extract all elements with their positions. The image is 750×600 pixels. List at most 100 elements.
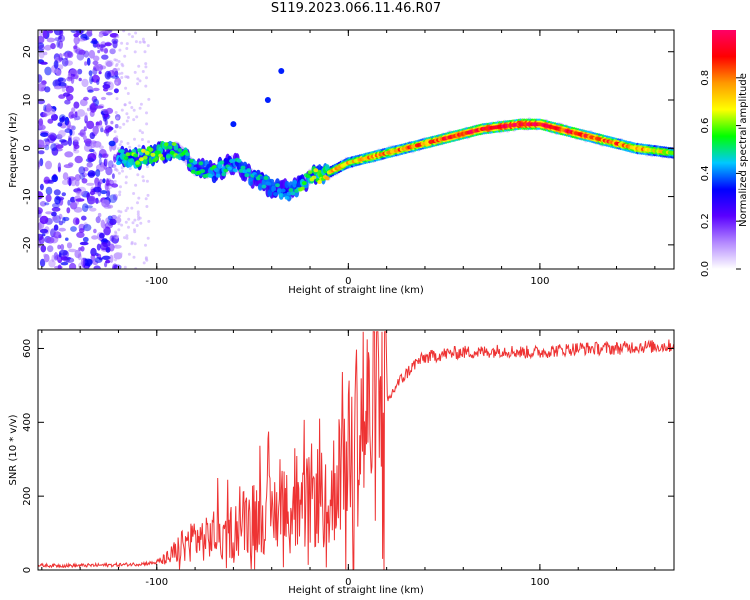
spectrogram-noise-speck [101, 238, 108, 243]
spectrogram-ridge-cell [307, 170, 313, 175]
y-tick-label: 400 [22, 413, 33, 432]
spectrogram-noise-speck [64, 99, 71, 105]
spectrogram-noise-speck [98, 158, 102, 166]
spectrogram-noise-speck [45, 186, 53, 196]
spectrogram-noise-speck [132, 108, 136, 112]
spectrogram-x-axis: -100 0 100 [41, 30, 656, 287]
spectrogram-noise-speck [57, 264, 62, 269]
spectrogram-noise-speck [124, 86, 128, 90]
spectrogram-ridge-cell [135, 160, 141, 165]
spectrogram-noise-speck [51, 147, 59, 156]
spectrogram-noise-speck [104, 70, 112, 80]
spectrogram-noise-speck [144, 243, 147, 247]
spectrogram-noise-speck [43, 51, 48, 56]
spectrogram-noise-speck [128, 145, 132, 149]
spectrogram-noise-speck [78, 228, 85, 233]
spectrogram-noise-speck [47, 134, 56, 144]
spectrogram-noise-speck [136, 82, 140, 86]
spectrogram-noise-speck [147, 219, 151, 223]
spectrogram-noise-speck [86, 107, 91, 112]
spectrogram-noise-speck [113, 244, 122, 249]
spectrogram-noise-speck [114, 244, 118, 248]
spectrogram-noise-speck [127, 252, 131, 256]
spectrogram-noise-speck [79, 129, 86, 138]
spectrogram-noise-speck [87, 89, 94, 93]
spectrogram-ridge-cell [148, 147, 154, 152]
spectrogram-noise-speck [127, 32, 131, 36]
spectrogram-noise-speck [83, 126, 87, 132]
spectrogram-noise-speck [103, 108, 109, 115]
spectrogram-noise-speck [40, 87, 46, 91]
spectrogram-ridge-cell [248, 177, 254, 182]
spectrogram-noise-speck [77, 68, 83, 75]
spectrogram-noise-speck [125, 42, 129, 46]
spectrogram-noise-speck [142, 179, 146, 183]
spectrogram-noise-speck [70, 226, 77, 232]
spectrogram-noise-speck [47, 30, 54, 34]
spectrogram-noise-speck [136, 201, 139, 205]
spectrogram-noise-speck [80, 246, 85, 252]
spectrogram-noise-speck [97, 212, 102, 218]
spectrogram-ridge-cell [116, 161, 121, 166]
spectrogram-noise-speck [132, 255, 136, 259]
spectrogram-noise-speck [124, 175, 128, 179]
spectrogram-noise-speck [95, 105, 104, 109]
spectrogram-noise-speck [68, 177, 72, 187]
spectrogram-noise-speck [128, 167, 132, 170]
spectrogram-noise-speck [70, 75, 75, 84]
spectrogram-noise-speck [123, 54, 127, 58]
spectrogram-noise-speck [105, 92, 113, 96]
spectrogram-noise-speck [55, 144, 64, 149]
spectrogram-noise-speck [59, 30, 64, 37]
spectrogram-noise-speck [91, 102, 96, 108]
spectrogram-noise-speck [131, 35, 134, 39]
y-tick-label: 0 [22, 145, 33, 151]
spectrogram-noise-speck [147, 140, 151, 144]
spectrogram-noise-speck [133, 230, 137, 234]
snr-frame [37, 329, 675, 571]
spectrogram-noise-speck [88, 49, 96, 59]
spectrogram-noise-speck [102, 221, 106, 230]
spectrogram-ridge-cell [119, 149, 125, 154]
spectrogram-noise-speck [100, 96, 107, 101]
colorbar: 0.0 0.2 0.4 0.6 0.8 Normalized spectral ampl… [700, 30, 749, 277]
spectrogram-ridge-cell [271, 182, 276, 187]
spectrogram-noise-speck [115, 81, 118, 85]
spectrogram-noise-speck [57, 122, 63, 127]
spectrogram-noise-speck [136, 210, 140, 214]
spectrogram-noise-speck [112, 193, 118, 201]
spectrogram-noise-speck [65, 237, 69, 241]
spectrogram-ridge-cell [163, 142, 169, 147]
spectrogram-ridge-cell [185, 152, 190, 157]
spectrogram-noise-speck [133, 70, 137, 74]
spectrogram-ridge-cell [284, 180, 290, 189]
spectrogram-ridge-cell [261, 184, 267, 189]
spectrogram-noise-speck [62, 172, 69, 181]
spectrogram-ridge-cell [311, 175, 317, 180]
spectrogram-noise-speck [82, 203, 89, 213]
spectrogram-ridge-cell [238, 168, 244, 173]
spectrogram-noise-speck [124, 209, 128, 213]
spectrogram-noise-speck [90, 78, 95, 83]
snr-x-axis-label: Height of straight line (km) [288, 585, 424, 596]
spectrogram-noise-speck [105, 183, 112, 187]
spectrogram-noise-speck [93, 186, 102, 193]
spectrogram-noise-speck [117, 228, 121, 232]
spectrogram-noise-speck [138, 129, 142, 133]
spectrogram-noise-speck [102, 116, 107, 122]
spectrogram-noise-speck [81, 178, 88, 184]
spectrogram-noise-speck [93, 200, 101, 204]
spectrogram-ridge-cell [137, 148, 142, 153]
spectrogram-noise-speck [72, 136, 81, 142]
spectrogram-noise-speck [145, 111, 148, 115]
spectrogram-noise-speck [105, 217, 109, 224]
spectrogram-noise-speck [138, 79, 142, 83]
spectrogram-noise-speck [64, 116, 70, 126]
spectrogram-noise-speck [130, 206, 134, 210]
spectrogram-noise-speck [87, 170, 96, 178]
spectrogram-noise-speck [83, 258, 93, 267]
spectrogram-noise-speck [47, 245, 54, 253]
spectrogram-noise-speck [44, 44, 52, 51]
spectrogram-noise-speck [127, 225, 130, 229]
spectrogram-ridge-cell [223, 158, 229, 166]
